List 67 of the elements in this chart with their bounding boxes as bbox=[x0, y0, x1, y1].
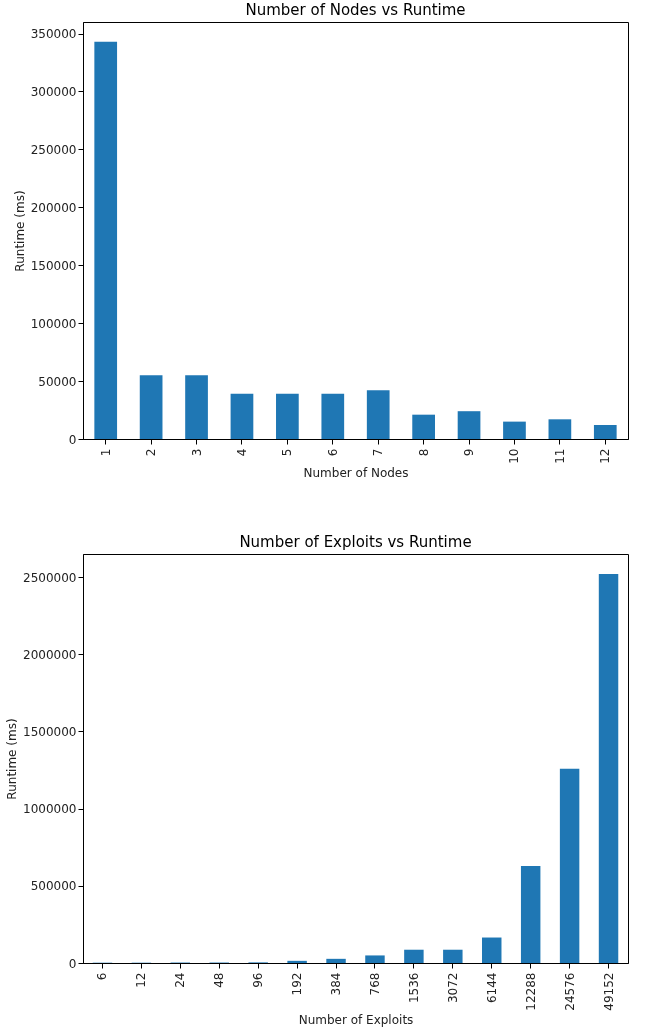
x-tick-label: 24 bbox=[173, 972, 188, 988]
x-tick-label: 3 bbox=[189, 448, 204, 457]
x-axis-title: Number of Exploits bbox=[298, 1012, 414, 1027]
x-tick-label: 12288 bbox=[523, 972, 538, 1011]
bar bbox=[94, 41, 118, 439]
bar bbox=[559, 768, 580, 963]
y-tick-label: 150000 bbox=[30, 258, 77, 273]
bar bbox=[365, 955, 385, 963]
bar bbox=[593, 425, 617, 439]
x-tick-label: 6144 bbox=[484, 972, 499, 1004]
x-tick-label: 6 bbox=[325, 448, 340, 457]
bar bbox=[482, 937, 502, 963]
chart-title: Number of Exploits vs Runtime bbox=[239, 533, 472, 551]
bar bbox=[230, 393, 254, 439]
x-tick-label: 192 bbox=[290, 972, 305, 996]
bar bbox=[139, 375, 163, 439]
x-tick-label: 12 bbox=[598, 448, 613, 464]
bar bbox=[185, 375, 208, 439]
x-tick-label: 2 bbox=[144, 448, 159, 457]
bar bbox=[276, 393, 299, 439]
x-tick-label: 49152 bbox=[601, 972, 616, 1011]
y-tick-label: 250000 bbox=[30, 142, 77, 157]
y-tick-label: 50000 bbox=[38, 374, 77, 389]
x-tick-label: 384 bbox=[329, 972, 344, 996]
bar bbox=[443, 949, 463, 963]
bar bbox=[520, 865, 541, 963]
y-tick-label: 300000 bbox=[30, 85, 77, 99]
bar bbox=[548, 419, 572, 439]
x-tick-label: 9 bbox=[462, 448, 477, 457]
bar bbox=[321, 393, 345, 439]
x-tick-label: 11 bbox=[552, 448, 567, 464]
x-tick-label: 6 bbox=[95, 972, 110, 981]
x-tick-label: 8 bbox=[416, 448, 431, 457]
bar bbox=[412, 414, 435, 439]
x-axis-title: Number of Nodes bbox=[303, 465, 409, 480]
y-tick-label: 350000 bbox=[30, 27, 77, 42]
x-tick-label: 24576 bbox=[562, 972, 577, 1011]
x-tick-label: 48 bbox=[212, 972, 227, 988]
x-tick-label: 96 bbox=[251, 972, 266, 988]
bar bbox=[598, 574, 619, 963]
y-axis-title: Runtime (ms) bbox=[12, 190, 27, 272]
bar bbox=[404, 949, 424, 963]
x-tick-label: 10 bbox=[507, 448, 522, 464]
y-tick-label: 200000 bbox=[30, 200, 77, 215]
x-tick-label: 4 bbox=[234, 448, 249, 457]
bar bbox=[503, 421, 526, 439]
y-tick-label: 2000000 bbox=[23, 647, 77, 662]
y-axis-title: Runtime (ms) bbox=[5, 718, 20, 800]
bar bbox=[457, 411, 481, 439]
y-tick-label: 1500000 bbox=[23, 724, 77, 739]
bar bbox=[287, 960, 307, 963]
x-tick-label: 5 bbox=[280, 448, 295, 457]
x-tick-label: 12 bbox=[134, 972, 149, 988]
y-tick-label: 2500000 bbox=[23, 570, 77, 585]
x-tick-label: 1 bbox=[98, 448, 113, 457]
bar bbox=[326, 958, 346, 963]
x-tick-label: 768 bbox=[367, 972, 382, 996]
x-tick-label: 1536 bbox=[406, 972, 421, 1004]
x-tick-label: 7 bbox=[371, 448, 386, 457]
bar bbox=[366, 390, 390, 439]
chart-title: Number of Nodes vs Runtime bbox=[245, 1, 466, 19]
y-tick-label: 0 bbox=[68, 432, 77, 447]
y-tick-label: 0 bbox=[68, 956, 77, 971]
y-tick-label: 500000 bbox=[30, 879, 77, 894]
y-tick-label: 1000000 bbox=[23, 802, 77, 817]
y-tick-label: 100000 bbox=[30, 316, 77, 331]
x-tick-label: 3072 bbox=[445, 972, 460, 1004]
